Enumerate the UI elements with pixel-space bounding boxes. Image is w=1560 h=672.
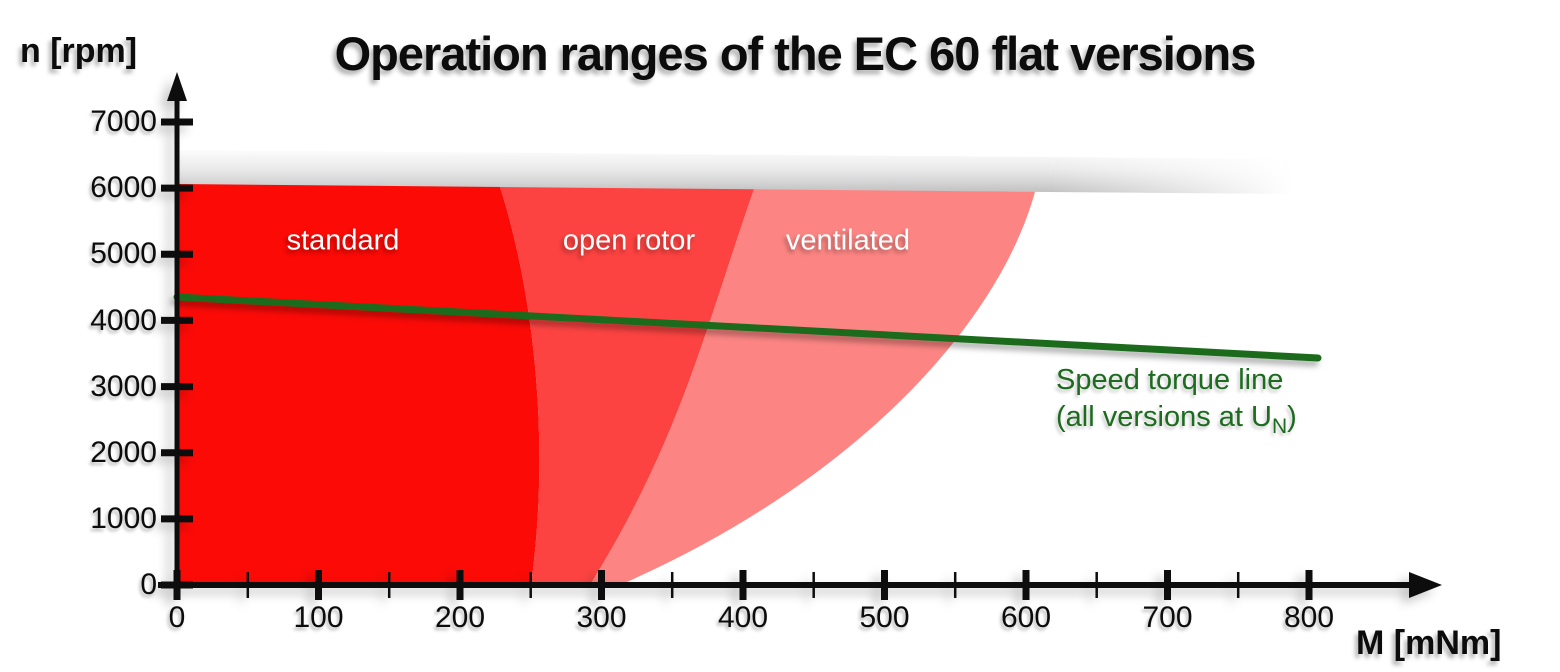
region-label-open-rotor: open rotor bbox=[562, 224, 696, 257]
region-open-rotor bbox=[500, 187, 754, 585]
subscript-n: N bbox=[1271, 415, 1288, 438]
x-tick-label-700: 700 bbox=[1142, 601, 1193, 634]
x-major-ticks bbox=[173, 570, 1313, 600]
x-tick-label-800: 800 bbox=[1283, 601, 1335, 634]
axes bbox=[158, 72, 1442, 600]
x-tick-label-300: 300 bbox=[576, 601, 627, 634]
y-tick-label-2000: 2000 bbox=[90, 436, 157, 469]
y-tick-label-3000: 3000 bbox=[90, 370, 157, 403]
y-tick-label-5000: 5000 bbox=[90, 237, 157, 270]
x-tick-label-500: 500 bbox=[859, 601, 910, 634]
speed-torque-annotation: Speed torque line (all versions at UN) bbox=[1056, 362, 1297, 438]
y-tick-label-0: 0 bbox=[140, 568, 157, 601]
region-standard bbox=[177, 184, 540, 585]
speed-limit-shadow bbox=[177, 150, 1292, 194]
y-axis-arrow-icon bbox=[167, 72, 187, 101]
x-axis-label: M [mNm] bbox=[1356, 624, 1502, 662]
annotation-line-1: Speed torque line bbox=[1056, 364, 1284, 396]
x-tick-label-400: 400 bbox=[717, 601, 769, 634]
y-tick-label-7000: 7000 bbox=[90, 105, 157, 138]
y-tick-label-6000: 6000 bbox=[90, 171, 157, 204]
x-minor-ticks bbox=[246, 572, 1240, 598]
x-axis-arrow-icon bbox=[1409, 572, 1442, 598]
x-tick-label-0: 0 bbox=[168, 601, 186, 634]
x-tick-label-600: 600 bbox=[1000, 601, 1052, 634]
region-label-ventilated: ventilated bbox=[785, 224, 911, 257]
y-tick-label-4000: 4000 bbox=[90, 304, 157, 337]
region-ventilated bbox=[590, 189, 1035, 586]
operating-regions bbox=[177, 184, 1035, 586]
page-title: Operation ranges of the EC 60 flat versi… bbox=[334, 27, 1257, 80]
y-tick-label-1000: 1000 bbox=[90, 502, 157, 535]
region-label-standard: standard bbox=[286, 224, 400, 257]
y-axis-label: n [rpm] bbox=[20, 32, 138, 70]
speed-torque-line bbox=[173, 293, 1322, 362]
x-tick-label-200: 200 bbox=[434, 601, 486, 634]
annotation-line-2: (all versions at UN) bbox=[1056, 401, 1297, 438]
x-tick-label-100: 100 bbox=[293, 601, 344, 634]
